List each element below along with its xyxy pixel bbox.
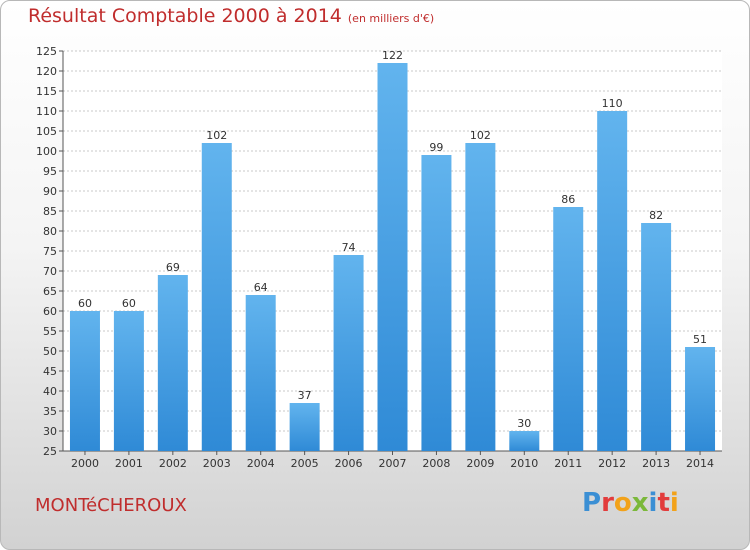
- bar: [289, 403, 320, 451]
- data-label: 102: [470, 129, 491, 142]
- y-tick-label: 115: [36, 85, 57, 98]
- y-tick-label: 60: [43, 305, 57, 318]
- data-label: 102: [206, 129, 227, 142]
- x-tick-label: 2006: [335, 457, 363, 470]
- x-tick-label: 2004: [247, 457, 275, 470]
- x-tick-label: 2003: [203, 457, 231, 470]
- y-tick-label: 85: [43, 205, 57, 218]
- y-tick-label: 45: [43, 365, 57, 378]
- data-label: 69: [166, 261, 180, 274]
- data-label: 51: [693, 333, 707, 346]
- y-tick-label: 70: [43, 265, 57, 278]
- logo-letter: i: [669, 488, 679, 518]
- bar: [333, 255, 364, 451]
- x-tick-label: 2002: [159, 457, 187, 470]
- y-tick-label: 50: [43, 345, 57, 358]
- data-label: 30: [517, 417, 531, 430]
- logo-letter: r: [601, 488, 614, 518]
- bar: [597, 111, 628, 451]
- proxiti-logo: Proxiti: [582, 488, 679, 518]
- data-label: 74: [342, 241, 356, 254]
- bar: [421, 155, 452, 451]
- x-tick-label: 2008: [422, 457, 450, 470]
- x-tick-label: 2000: [71, 457, 99, 470]
- x-tick-label: 2001: [115, 457, 143, 470]
- bar: [553, 207, 584, 451]
- y-tick-label: 120: [36, 65, 57, 78]
- x-tick-label: 2005: [291, 457, 319, 470]
- y-tick-label: 100: [36, 145, 57, 158]
- y-tick-label: 80: [43, 225, 57, 238]
- logo-letter: P: [582, 488, 602, 518]
- data-label: 82: [649, 209, 663, 222]
- chart-title: Résultat Comptable 2000 à 2014 (en millie…: [28, 5, 435, 27]
- y-tick-label: 125: [36, 45, 57, 58]
- y-tick-label: 55: [43, 325, 57, 338]
- data-label: 64: [254, 281, 268, 294]
- y-tick-label: 90: [43, 185, 57, 198]
- logo-letter: i: [648, 488, 658, 518]
- bar: [69, 311, 100, 451]
- y-tick-label: 30: [43, 425, 57, 438]
- bar: [641, 223, 672, 451]
- data-label: 37: [298, 389, 312, 402]
- data-label: 110: [602, 97, 623, 110]
- data-label: 86: [561, 193, 575, 206]
- chart-subtitle: (en milliers d'€): [347, 12, 435, 25]
- data-label: 60: [78, 297, 92, 310]
- data-label: 99: [429, 141, 443, 154]
- bar: [377, 63, 408, 451]
- x-tick-label: 2011: [554, 457, 582, 470]
- logo-letter: t: [657, 488, 670, 518]
- x-tick-label: 2009: [466, 457, 494, 470]
- bar: [465, 143, 496, 451]
- x-tick-label: 2012: [598, 457, 626, 470]
- bar: [113, 311, 144, 451]
- y-tick-label: 40: [43, 385, 57, 398]
- data-label: 60: [122, 297, 136, 310]
- logo-letter: x: [631, 488, 649, 518]
- y-tick-label: 65: [43, 285, 57, 298]
- x-tick-label: 2010: [510, 457, 538, 470]
- bar: [509, 431, 540, 451]
- y-tick-label: 105: [36, 125, 57, 138]
- x-tick-label: 2013: [642, 457, 670, 470]
- logo-letter: o: [613, 488, 632, 518]
- bar: [201, 143, 232, 451]
- y-tick-label: 95: [43, 165, 57, 178]
- y-tick-label: 110: [36, 105, 57, 118]
- y-tick-label: 75: [43, 245, 57, 258]
- bar: [685, 347, 716, 451]
- y-tick-label: 25: [43, 445, 57, 458]
- x-tick-label: 2007: [379, 457, 407, 470]
- bar: [157, 275, 188, 451]
- x-tick-label: 2014: [686, 457, 714, 470]
- data-label: 122: [382, 49, 403, 62]
- y-tick-label: 35: [43, 405, 57, 418]
- bar: [245, 295, 276, 451]
- town-name: MONTéCHEROUX: [35, 495, 187, 516]
